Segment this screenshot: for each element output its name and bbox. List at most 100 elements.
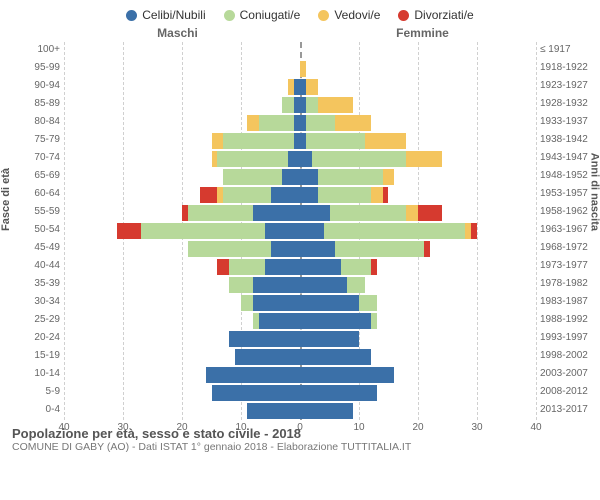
age-row: 35-391978-1982 (64, 276, 536, 294)
age-row: 20-241993-1997 (64, 330, 536, 348)
bar-segment (371, 187, 383, 203)
bar-segment (212, 385, 301, 401)
bar-segment (318, 169, 383, 185)
bar-female (300, 115, 536, 131)
bar-female (300, 61, 536, 77)
bar-segment (300, 403, 353, 419)
legend-swatch (224, 10, 235, 21)
bar-segment (212, 133, 224, 149)
age-label: 30-34 (34, 294, 64, 310)
age-label: 15-19 (34, 348, 64, 364)
birth-label: 1918-1922 (536, 60, 588, 76)
bar-female (300, 97, 536, 113)
age-row: 40-441973-1977 (64, 258, 536, 276)
bar-male (64, 43, 300, 59)
bar-segment (300, 259, 341, 275)
age-row: 60-641953-1957 (64, 186, 536, 204)
bar-segment (288, 151, 300, 167)
bar-male (64, 349, 300, 365)
bar-male (64, 241, 300, 257)
bar-segment (335, 241, 424, 257)
birth-label: 1988-1992 (536, 312, 588, 328)
legend-item: Coniugati/e (224, 8, 301, 22)
bar-male (64, 403, 300, 419)
bar-segment (365, 133, 406, 149)
bar-male (64, 259, 300, 275)
bar-segment (324, 223, 466, 239)
bar-female (300, 133, 536, 149)
age-label: 0-4 (46, 402, 64, 418)
gender-labels: Maschi Femmine (0, 26, 600, 40)
birth-label: 1968-1972 (536, 240, 588, 256)
bar-segment (306, 115, 336, 131)
age-label: 60-64 (34, 186, 64, 202)
bar-male (64, 79, 300, 95)
birth-label: 2013-2017 (536, 402, 588, 418)
xtick: 30 (471, 420, 482, 433)
bar-male (64, 295, 300, 311)
legend-swatch (398, 10, 409, 21)
bar-male (64, 169, 300, 185)
plot-area: 40302010010203040 100+≤ 191795-991918-19… (64, 42, 536, 420)
age-label: 80-84 (34, 114, 64, 130)
legend: Celibi/NubiliConiugati/eVedovi/eDivorzia… (0, 0, 600, 26)
bar-segment (229, 331, 300, 347)
bar-female (300, 349, 536, 365)
birth-label: 1938-1942 (536, 132, 588, 148)
bar-male (64, 115, 300, 131)
birth-label: 1973-1977 (536, 258, 588, 274)
bar-segment (253, 205, 300, 221)
xtick: 20 (412, 420, 423, 433)
legend-label: Divorziati/e (414, 8, 473, 22)
bar-male (64, 313, 300, 329)
bar-male (64, 367, 300, 383)
bar-segment (217, 259, 229, 275)
bar-segment (300, 277, 347, 293)
birth-label: ≤ 1917 (536, 42, 571, 58)
bar-male (64, 385, 300, 401)
bar-segment (229, 259, 264, 275)
bar-segment (300, 241, 335, 257)
bar-female (300, 259, 536, 275)
legend-item: Divorziati/e (398, 8, 473, 22)
bar-female (300, 331, 536, 347)
age-label: 85-89 (34, 96, 64, 112)
bar-female (300, 223, 536, 239)
bar-segment (223, 169, 282, 185)
legend-item: Celibi/Nubili (126, 8, 205, 22)
birth-label: 1993-1997 (536, 330, 588, 346)
bar-female (300, 295, 536, 311)
age-label: 50-54 (34, 222, 64, 238)
bar-segment (141, 223, 265, 239)
age-row: 55-591958-1962 (64, 204, 536, 222)
rows: 100+≤ 191795-991918-192290-941923-192785… (64, 42, 536, 420)
age-label: 25-29 (34, 312, 64, 328)
bar-female (300, 151, 536, 167)
age-row: 85-891928-1932 (64, 96, 536, 114)
bar-female (300, 43, 536, 59)
birth-label: 1983-1987 (536, 294, 588, 310)
bar-female (300, 169, 536, 185)
bar-segment (223, 133, 294, 149)
birth-label: 1963-1967 (536, 222, 588, 238)
bar-female (300, 367, 536, 383)
bar-segment (259, 313, 300, 329)
bar-segment (188, 205, 253, 221)
age-row: 50-541963-1967 (64, 222, 536, 240)
bar-male (64, 331, 300, 347)
bar-segment (406, 205, 418, 221)
chart-subtitle: COMUNE DI GABY (AO) - Dati ISTAT 1° genn… (12, 441, 588, 453)
bar-segment (306, 133, 365, 149)
bar-male (64, 223, 300, 239)
bar-segment (229, 277, 253, 293)
bar-segment (217, 151, 288, 167)
bar-segment (235, 349, 300, 365)
age-row: 80-841933-1937 (64, 114, 536, 132)
age-row: 25-291988-1992 (64, 312, 536, 330)
age-label: 75-79 (34, 132, 64, 148)
bar-segment (188, 241, 271, 257)
age-label: 90-94 (34, 78, 64, 94)
bar-segment (335, 115, 370, 131)
birth-label: 1998-2002 (536, 348, 588, 364)
bar-segment (300, 349, 371, 365)
